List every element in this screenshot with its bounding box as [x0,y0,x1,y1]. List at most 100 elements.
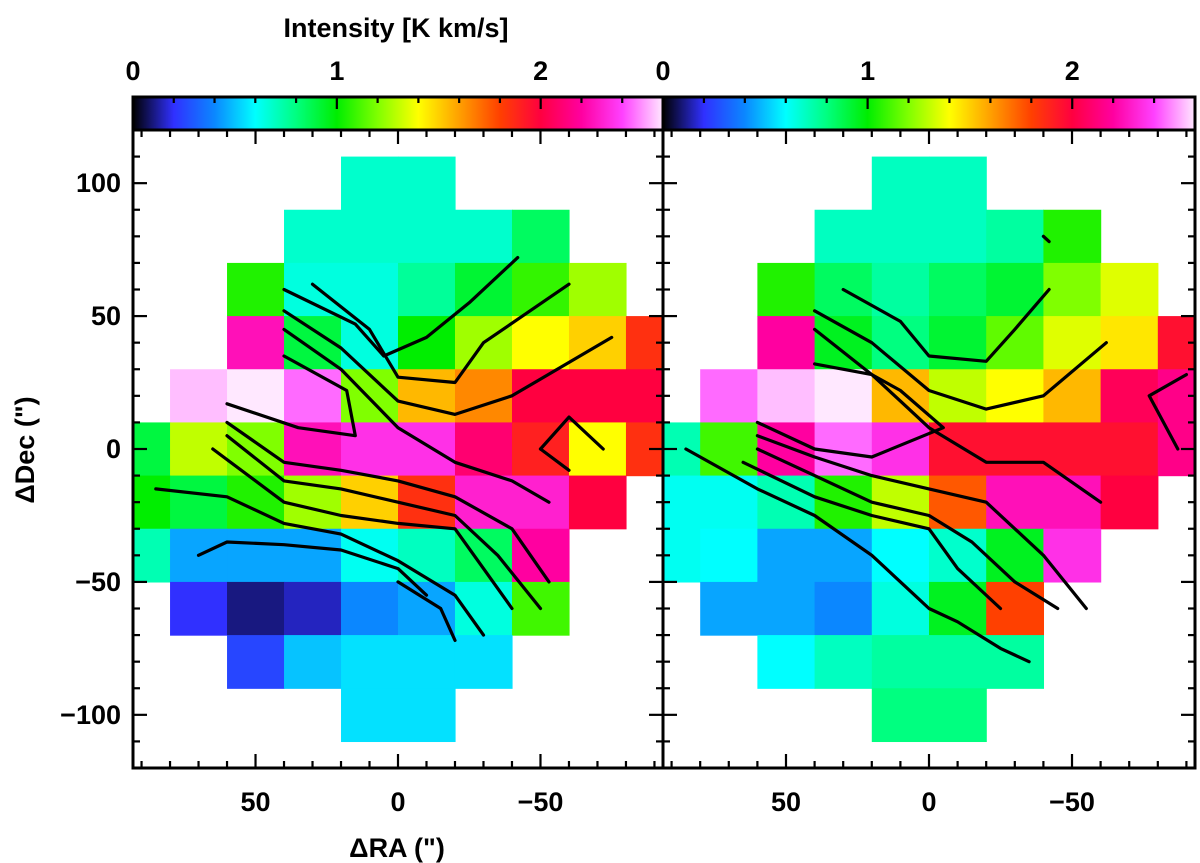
heatmap-pixel [284,209,342,264]
heatmap-pixel [133,475,171,530]
heatmap-pixel [757,528,816,583]
tick-label: 50 [241,787,271,817]
frame-right [661,95,1197,770]
heatmap-pixel [1043,528,1102,583]
contour-line [211,447,514,611]
contour-line [310,282,571,385]
colorbar-title: Intensity [K km/s] [283,13,508,43]
heatmap-pixel [227,316,285,370]
heatmap-pixel [929,635,987,689]
heatmap-pixel [341,262,399,317]
heatmap-pixel [986,475,1045,530]
heatmap-pixel [398,209,456,264]
heatmap-pixel [986,581,1045,636]
heatmap-pixel [170,581,228,636]
heatmap-pixel [284,262,342,317]
heatmap-pixel [284,581,342,636]
tick-label: −50 [518,787,564,817]
heatmap-pixel [757,635,816,689]
heatmap-pixel [398,635,456,689]
heatmap-pixel [398,688,456,743]
colorbar-right [663,97,1195,130]
heatmap-pixel [871,209,930,264]
heatmap-pixel [757,581,816,636]
contour-line [196,540,429,597]
heatmap-pixel [929,262,987,317]
heatmap-pixel [986,209,1045,264]
tick-label: 100 [76,168,121,198]
panel-right [663,156,1195,743]
contour-line [282,327,551,504]
heatmap-pixel [568,422,627,477]
contour-line [154,487,486,637]
heatmap-pixel [929,688,987,743]
tick-label: 50 [91,301,121,331]
heatmap-pixel [170,475,228,530]
heatmap-pixel [814,209,873,264]
heatmap-pixel [814,528,873,583]
heatmap-pixel [929,156,987,211]
panel-left [133,156,663,743]
contour-line [282,256,520,358]
heatmap-pixel [454,528,513,583]
heatmap-pixel [871,156,930,211]
heatmap-pixel [1043,262,1102,317]
contour-line [755,362,945,459]
heatmap-pixel [871,581,930,636]
heatmap-pixel [814,316,873,370]
contour-line [1147,373,1189,451]
heatmap-pixel [1100,316,1159,370]
heatmap-pixel [1043,369,1102,424]
contour-line [1041,234,1051,244]
heatmap-pixel [511,316,570,370]
contour-layer-right [684,234,1189,664]
heatmap-pixel [1100,422,1159,477]
heatmap-pixel [398,156,456,211]
heatmap-pixel [341,581,399,636]
contour-line [538,447,571,472]
contour-line [841,287,1051,363]
heatmap-pixel [398,316,456,370]
heatmap-pixel [1100,262,1159,317]
tick-label: −100 [60,700,121,730]
heatmap-pixel [1043,316,1102,370]
heatmap-pixel [511,209,570,264]
contour-line [225,420,551,584]
heatmap-pixel [398,422,456,477]
heatmap-pixel [568,316,627,370]
contour-line [282,309,614,416]
heatmap-pixel [929,209,987,264]
heatmap-pixel [341,156,399,211]
heatmap-pixel [568,262,627,317]
heatmap-pixel [929,422,987,477]
tick-label: 2 [533,56,548,86]
heatmap-pixel [454,635,513,689]
heatmap-pixel [814,635,873,689]
heatmap-pixel [568,475,627,530]
tick-label: 2 [1065,56,1080,86]
tick-label: 0 [390,787,405,817]
heatmap-pixel [757,369,816,424]
tick-label: −50 [1049,787,1095,817]
heatmap-pixel [700,422,758,477]
contour-line [396,580,457,643]
heatmap-pixel [170,422,228,477]
pixel-layer-left [133,156,663,743]
heatmap-pixel [568,369,627,424]
heatmap-pixel [284,528,342,583]
heatmap-pixel [1043,209,1102,264]
heatmap-pixel [929,369,987,424]
heatmap-pixel [341,688,399,743]
tick-label: 0 [921,787,936,817]
tick-label: −50 [75,567,121,597]
y-axis-label: ΔDec (") [10,396,40,503]
contour-layer-left [154,256,614,643]
heatmap-pixel [871,422,930,477]
contour-line [755,434,1088,611]
heatmap-pixel [757,422,816,477]
heatmap-pixel [227,635,285,689]
heatmap-pixel [929,528,987,583]
heatmap-pixel [663,528,701,583]
heatmap-pixel [700,528,758,583]
pixel-layer-right [663,156,1195,743]
